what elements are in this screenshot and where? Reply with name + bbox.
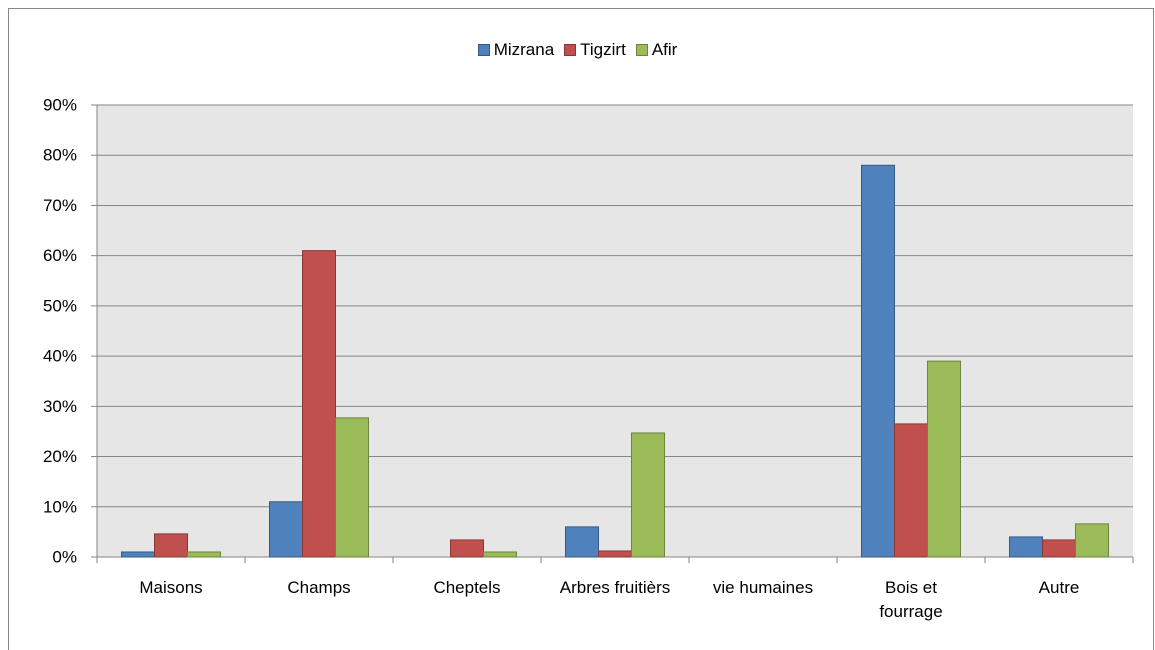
x-tick-label: vie humaines	[712, 578, 814, 597]
bar	[335, 417, 369, 558]
y-tick-label: 50%	[43, 296, 77, 315]
legend-label: Tigzirt	[580, 40, 626, 59]
x-tick-label: Champs	[287, 578, 351, 597]
legend: Mizrana Tigzirt Afir	[0, 40, 1155, 60]
legend-swatch	[477, 44, 490, 56]
bar	[894, 423, 928, 558]
y-tick-label: 0%	[52, 547, 77, 566]
x-tick-label: Autre	[1038, 578, 1080, 597]
legend-item: Afir	[635, 40, 678, 60]
bar	[1075, 523, 1109, 558]
legend-swatch	[635, 44, 648, 56]
legend-label: Mizrana	[493, 40, 555, 59]
x-tick-label: Bois et fourrage	[879, 578, 943, 621]
bar	[121, 551, 155, 558]
bar	[187, 551, 221, 558]
bar	[154, 533, 188, 558]
legend-label: Afir	[651, 40, 678, 59]
y-tick-label: 70%	[43, 196, 77, 215]
bar	[302, 250, 336, 558]
y-tick-label: 30%	[43, 397, 77, 416]
bar	[631, 432, 665, 558]
x-tick-label: Cheptels	[433, 578, 501, 597]
bar	[565, 526, 599, 558]
bar	[450, 539, 484, 558]
y-tick-label: 20%	[43, 447, 77, 466]
y-tick-label: 90%	[43, 95, 77, 114]
bar	[598, 550, 632, 558]
bar	[1009, 536, 1043, 558]
y-tick-label: 80%	[43, 146, 77, 165]
legend-item: Tigzirt	[564, 40, 626, 60]
bar	[269, 501, 303, 558]
bar	[927, 360, 961, 558]
x-tick-label: Maisons	[139, 578, 203, 597]
y-tick-label: 40%	[43, 347, 77, 366]
plot-area	[97, 105, 1133, 557]
bar	[861, 164, 895, 558]
x-tick-label: Arbres fruitièrs	[559, 578, 671, 597]
y-tick-label: 10%	[43, 497, 77, 516]
y-tick-label: 60%	[43, 246, 77, 265]
bar	[483, 551, 517, 558]
bar	[1042, 539, 1076, 558]
legend-swatch	[564, 44, 577, 56]
legend-item: Mizrana	[477, 40, 555, 60]
